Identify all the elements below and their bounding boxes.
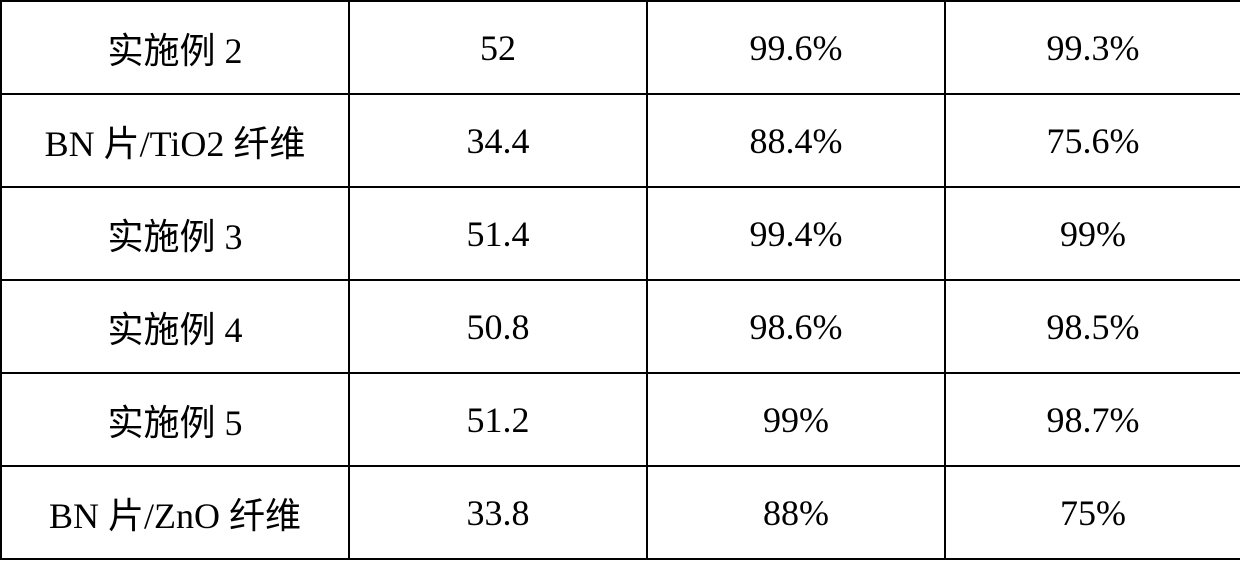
row-value3: 99% — [945, 187, 1240, 280]
table-row: 实施例 5 51.2 99% 98.7% — [1, 373, 1240, 466]
row-value2: 99.4% — [647, 187, 945, 280]
row-value2: 99.6% — [647, 1, 945, 94]
row-value1: 51.2 — [349, 373, 647, 466]
row-value2: 88.4% — [647, 94, 945, 187]
row-label: 实施例 4 — [1, 280, 349, 373]
row-label: 实施例 5 — [1, 373, 349, 466]
data-table: 实施例 2 52 99.6% 99.3% BN 片/TiO2 纤维 34.4 8… — [0, 0, 1240, 560]
row-label: 实施例 2 — [1, 1, 349, 94]
row-value1: 34.4 — [349, 94, 647, 187]
table-row: 实施例 2 52 99.6% 99.3% — [1, 1, 1240, 94]
row-value1: 50.8 — [349, 280, 647, 373]
row-value1: 51.4 — [349, 187, 647, 280]
row-label: 实施例 3 — [1, 187, 349, 280]
row-value3: 98.5% — [945, 280, 1240, 373]
table-row: 实施例 3 51.4 99.4% 99% — [1, 187, 1240, 280]
row-value1: 33.8 — [349, 466, 647, 559]
row-label: BN 片/ZnO 纤维 — [1, 466, 349, 559]
row-value3: 75% — [945, 466, 1240, 559]
row-value2: 98.6% — [647, 280, 945, 373]
row-value3: 98.7% — [945, 373, 1240, 466]
row-value1: 52 — [349, 1, 647, 94]
row-label: BN 片/TiO2 纤维 — [1, 94, 349, 187]
row-value2: 88% — [647, 466, 945, 559]
row-value2: 99% — [647, 373, 945, 466]
table-row: BN 片/TiO2 纤维 34.4 88.4% 75.6% — [1, 94, 1240, 187]
table-row: BN 片/ZnO 纤维 33.8 88% 75% — [1, 466, 1240, 559]
row-value3: 75.6% — [945, 94, 1240, 187]
data-table-container: 实施例 2 52 99.6% 99.3% BN 片/TiO2 纤维 34.4 8… — [0, 0, 1240, 560]
table-row: 实施例 4 50.8 98.6% 98.5% — [1, 280, 1240, 373]
row-value3: 99.3% — [945, 1, 1240, 94]
